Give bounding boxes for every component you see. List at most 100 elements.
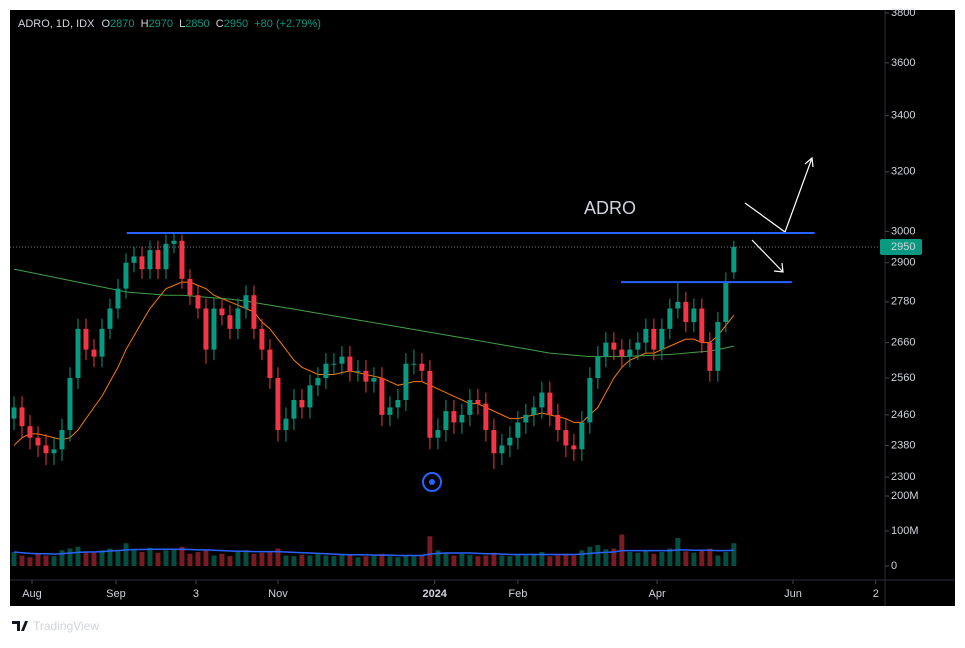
candle-body	[203, 308, 209, 350]
volume-bar	[403, 555, 409, 566]
candle-body	[627, 349, 633, 357]
volume-bar	[27, 557, 33, 566]
event-icon[interactable]	[422, 472, 442, 492]
candle-body	[355, 370, 361, 372]
candle-body	[723, 282, 729, 323]
candle-body	[587, 378, 593, 423]
volume-bar	[627, 552, 633, 566]
volume-bar	[555, 555, 561, 566]
volume-bar	[59, 550, 65, 566]
volume-bar	[443, 552, 449, 566]
annotation: ADRO	[584, 198, 636, 218]
volume-bar	[267, 551, 273, 566]
volume-bar	[491, 552, 497, 566]
candle-body	[571, 445, 577, 450]
volume-bar	[83, 552, 89, 566]
ohlc-label: C	[216, 18, 224, 30]
brand: TradingView	[33, 619, 99, 633]
volume-bar	[563, 553, 569, 566]
volume-bar	[635, 552, 641, 566]
candle-body	[419, 363, 425, 371]
volume-bar	[595, 545, 601, 566]
volume-bar	[355, 557, 361, 566]
candle-body	[155, 250, 161, 270]
candle-body	[483, 403, 489, 431]
volume-bar	[131, 549, 137, 566]
candle-body	[603, 342, 609, 357]
volume-bar	[731, 543, 737, 566]
volume-bar	[299, 554, 305, 566]
volume-tick-label: 200M	[891, 490, 919, 502]
volume-bar	[515, 554, 521, 566]
ohlc-value: 2950	[224, 18, 248, 30]
volume-bar	[243, 550, 249, 566]
candle-body	[347, 356, 353, 371]
candle-body	[115, 288, 121, 309]
candle-body	[451, 411, 457, 423]
volume-bar	[107, 548, 113, 566]
candle-body	[547, 392, 553, 415]
candle-body	[243, 295, 249, 309]
volume-bar	[659, 552, 665, 566]
candle-body	[363, 370, 369, 382]
candle-body	[43, 445, 49, 454]
y-tick-label: 2380	[891, 439, 915, 451]
volume-bar	[315, 553, 321, 566]
candle-body	[691, 308, 697, 323]
candle-body	[579, 422, 585, 450]
volume-bar	[523, 555, 529, 566]
candle-body	[403, 363, 409, 400]
candle-body	[331, 363, 337, 365]
volume-bar	[427, 536, 433, 566]
volume-bar	[323, 555, 329, 566]
y-tick-label: 3000	[891, 225, 915, 237]
candle-body	[163, 243, 169, 270]
candle-body	[283, 418, 289, 431]
y-tick-label: 2300	[891, 471, 915, 483]
candle-body	[459, 414, 465, 423]
volume-bar	[251, 553, 257, 566]
volume-bar	[43, 555, 49, 566]
volume-bar	[187, 553, 193, 566]
ohlc-label: H	[141, 18, 149, 30]
candle-body	[147, 250, 153, 270]
candle-body	[59, 430, 65, 450]
volume-bar	[171, 548, 177, 566]
volume-bar	[331, 556, 337, 566]
volume-bar	[203, 550, 209, 566]
candle-body	[731, 246, 737, 273]
candle-body	[107, 308, 113, 329]
candle-body	[715, 322, 721, 371]
candle-body	[195, 295, 201, 309]
candle-body	[635, 342, 641, 350]
candle-body	[99, 328, 105, 357]
x-tick-label: 3	[193, 588, 199, 600]
volume-bar	[499, 555, 505, 566]
candle-body	[467, 399, 473, 415]
ohlc-label: O	[101, 18, 110, 30]
candle-body	[675, 301, 681, 309]
candle-body	[507, 437, 513, 446]
footer: TradingView	[12, 619, 99, 633]
candle-body	[323, 363, 329, 379]
volume-bar	[219, 553, 225, 566]
volume-bar	[227, 556, 233, 566]
volume-bar	[283, 555, 289, 566]
candle-body	[27, 426, 33, 438]
candle-body	[683, 301, 689, 323]
volume-bar	[411, 556, 417, 566]
volume-bar	[707, 548, 713, 566]
candle-body	[123, 262, 129, 289]
y-tick-label: 2780	[891, 296, 915, 308]
y-tick-label: 2900	[891, 257, 915, 269]
volume-bar	[539, 552, 545, 566]
volume-bar	[235, 552, 241, 566]
volume-tick-label: 100M	[891, 525, 919, 537]
volume-bar	[579, 550, 585, 566]
candle-body	[563, 430, 569, 446]
volume-bar	[155, 552, 161, 566]
candle-body	[139, 256, 145, 270]
ohlc-value: 2850	[185, 18, 209, 30]
x-tick-label: 2024	[422, 588, 447, 600]
candle-body	[523, 414, 529, 423]
